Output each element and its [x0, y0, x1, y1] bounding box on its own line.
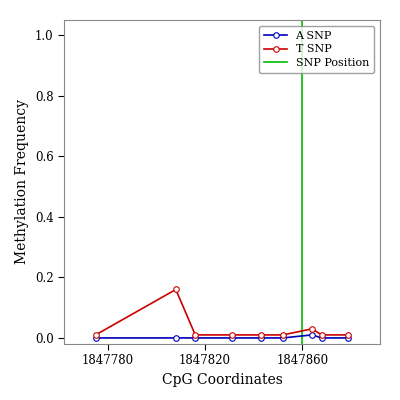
Line: A SNP: A SNP — [93, 332, 351, 341]
A SNP — [93, 336, 98, 340]
X-axis label: CpG Coordinates: CpG Coordinates — [162, 373, 282, 387]
A SNP — [229, 336, 234, 340]
Line: T SNP: T SNP — [93, 287, 351, 338]
T SNP — [93, 332, 98, 337]
A SNP — [193, 336, 198, 340]
T SNP — [193, 332, 198, 337]
A SNP — [346, 336, 351, 340]
T SNP — [310, 326, 314, 331]
Legend: A SNP, T SNP, SNP Position: A SNP, T SNP, SNP Position — [259, 26, 374, 73]
T SNP — [280, 332, 285, 337]
T SNP — [174, 287, 178, 292]
T SNP — [258, 332, 263, 337]
A SNP — [319, 336, 324, 340]
A SNP — [174, 336, 178, 340]
A SNP — [280, 336, 285, 340]
A SNP — [310, 332, 314, 337]
Y-axis label: Methylation Frequency: Methylation Frequency — [15, 100, 29, 264]
T SNP — [319, 332, 324, 337]
T SNP — [229, 332, 234, 337]
A SNP — [258, 336, 263, 340]
T SNP — [346, 332, 351, 337]
